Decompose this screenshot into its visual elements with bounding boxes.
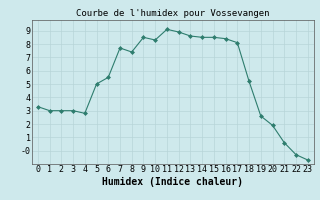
Title: Courbe de l'humidex pour Vossevangen: Courbe de l'humidex pour Vossevangen	[76, 9, 269, 18]
X-axis label: Humidex (Indice chaleur): Humidex (Indice chaleur)	[102, 177, 243, 187]
